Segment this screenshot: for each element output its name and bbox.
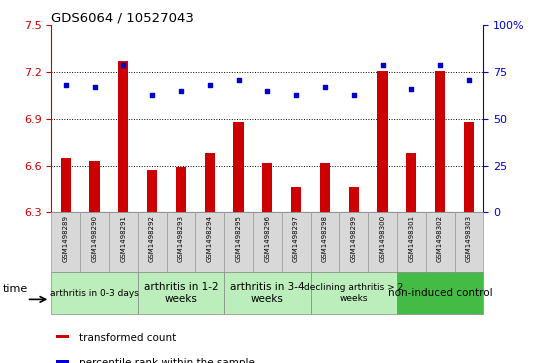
Bar: [138, 272, 224, 314]
Bar: [118, 61, 129, 212]
Bar: [406, 153, 416, 212]
Text: GSM1498301: GSM1498301: [408, 215, 414, 262]
Bar: [291, 187, 301, 212]
Bar: [166, 212, 195, 272]
Point: [321, 84, 329, 90]
Bar: [282, 212, 310, 272]
Bar: [339, 212, 368, 272]
Bar: [56, 335, 69, 338]
Bar: [349, 187, 359, 212]
Bar: [253, 212, 282, 272]
Bar: [397, 272, 483, 314]
Bar: [90, 161, 99, 212]
Bar: [147, 170, 157, 212]
Point: [177, 88, 185, 94]
Text: GSM1498293: GSM1498293: [178, 215, 184, 262]
Bar: [60, 158, 71, 212]
Point: [234, 77, 243, 82]
Text: time: time: [3, 284, 28, 294]
Bar: [435, 70, 445, 212]
Bar: [368, 212, 397, 272]
Bar: [224, 212, 253, 272]
Bar: [310, 212, 339, 272]
Bar: [377, 70, 388, 212]
Bar: [233, 122, 244, 212]
Point: [349, 92, 358, 98]
Bar: [51, 212, 80, 272]
Text: GSM1498299: GSM1498299: [350, 215, 357, 262]
Point: [464, 77, 473, 82]
Bar: [138, 212, 166, 272]
Text: GSM1498290: GSM1498290: [91, 215, 98, 262]
Bar: [56, 360, 69, 363]
Bar: [464, 122, 474, 212]
Bar: [262, 163, 272, 212]
Point: [205, 82, 214, 88]
Bar: [205, 153, 215, 212]
Text: GSM1498295: GSM1498295: [235, 215, 241, 262]
Text: GDS6064 / 10527043: GDS6064 / 10527043: [51, 11, 194, 24]
Bar: [195, 212, 224, 272]
Text: declining arthritis > 2
weeks: declining arthritis > 2 weeks: [304, 284, 403, 303]
Text: GSM1498297: GSM1498297: [293, 215, 299, 262]
Point: [407, 86, 416, 92]
Bar: [310, 272, 397, 314]
Bar: [176, 167, 186, 212]
Text: non-induced control: non-induced control: [388, 288, 492, 298]
Bar: [224, 272, 310, 314]
Bar: [109, 212, 138, 272]
Point: [263, 88, 272, 94]
Point: [292, 92, 300, 98]
Bar: [80, 212, 109, 272]
Text: GSM1498302: GSM1498302: [437, 215, 443, 262]
Point: [148, 92, 157, 98]
Bar: [320, 163, 330, 212]
Point: [119, 62, 127, 68]
Text: GSM1498298: GSM1498298: [322, 215, 328, 262]
Bar: [426, 212, 455, 272]
Point: [62, 82, 70, 88]
Text: GSM1498294: GSM1498294: [207, 215, 213, 262]
Bar: [51, 272, 138, 314]
Text: GSM1498300: GSM1498300: [380, 215, 386, 262]
Text: arthritis in 1-2
weeks: arthritis in 1-2 weeks: [144, 282, 218, 304]
Text: GSM1498303: GSM1498303: [466, 215, 472, 262]
Text: arthritis in 3-4
weeks: arthritis in 3-4 weeks: [230, 282, 305, 304]
Point: [378, 62, 387, 68]
Bar: [455, 212, 483, 272]
Text: percentile rank within the sample: percentile rank within the sample: [79, 358, 255, 363]
Point: [436, 62, 444, 68]
Text: transformed count: transformed count: [79, 333, 177, 343]
Text: GSM1498291: GSM1498291: [120, 215, 126, 262]
Point: [90, 84, 99, 90]
Text: GSM1498289: GSM1498289: [63, 215, 69, 262]
Text: GSM1498296: GSM1498296: [264, 215, 271, 262]
Text: GSM1498292: GSM1498292: [149, 215, 155, 262]
Text: arthritis in 0-3 days: arthritis in 0-3 days: [50, 289, 139, 298]
Bar: [397, 212, 426, 272]
